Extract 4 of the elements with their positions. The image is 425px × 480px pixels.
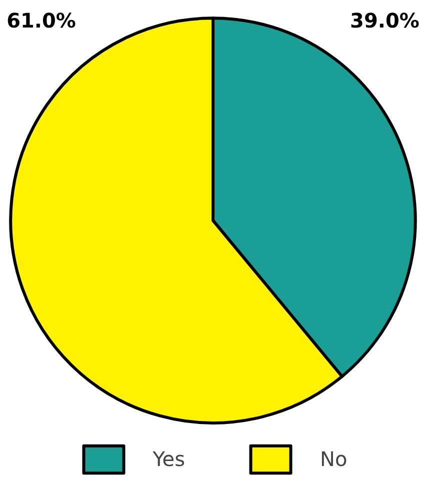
legend-label: No — [320, 447, 348, 471]
data-label: 39.0% — [350, 8, 420, 32]
data-label: 61.0% — [6, 8, 76, 32]
legend-label: Yes — [152, 447, 186, 471]
